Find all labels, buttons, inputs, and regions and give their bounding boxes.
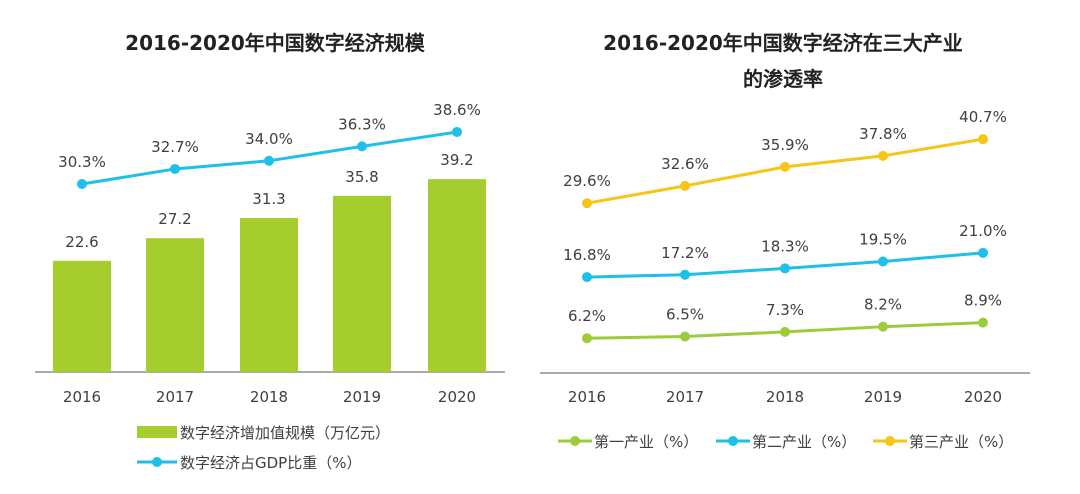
- line-point: [978, 317, 988, 328]
- bar-data-label: 22.6: [65, 233, 98, 251]
- legend-marker: [570, 436, 580, 446]
- line-data-label: 19.5%: [859, 230, 907, 248]
- line-data-label: 16.8%: [563, 246, 611, 264]
- line-point: [452, 126, 462, 137]
- line-data-label: 32.6%: [661, 155, 709, 173]
- x-tick-label: 2019: [343, 388, 381, 406]
- line-point: [878, 150, 888, 161]
- line-data-label: 35.9%: [761, 136, 809, 154]
- x-tick-label: 2018: [766, 388, 804, 406]
- bar: [146, 238, 204, 372]
- line-data-label: 38.6%: [433, 101, 481, 119]
- line-data-label: 40.7%: [959, 108, 1007, 126]
- line-data-label: 18.3%: [761, 237, 809, 255]
- line-data-label: 29.6%: [563, 172, 611, 190]
- line-point: [680, 180, 690, 191]
- bar: [428, 179, 486, 372]
- x-tick-label: 2018: [250, 388, 288, 406]
- x-tick-label: 2020: [438, 388, 476, 406]
- line-data-label: 6.5%: [666, 305, 704, 323]
- line-point: [680, 269, 690, 280]
- line-data-label: 36.3%: [338, 115, 386, 133]
- line-point: [978, 247, 988, 258]
- x-tick-label: 2020: [964, 388, 1002, 406]
- line-point: [357, 141, 367, 152]
- legend-line-label: 数字经济占GDP比重（%）: [180, 454, 361, 472]
- legend-label: 第二产业（%）: [752, 433, 856, 451]
- line-data-label: 37.8%: [859, 125, 907, 143]
- line-point: [582, 198, 592, 209]
- bar-data-label: 31.3: [252, 190, 285, 208]
- chart1-title: 2016-2020年中国数字经济规模: [125, 31, 426, 55]
- line-point: [780, 161, 790, 172]
- line-data-label: 32.7%: [151, 138, 199, 156]
- x-tick-label: 2017: [666, 388, 704, 406]
- line-data-label: 7.3%: [766, 301, 804, 319]
- bar-data-label: 27.2: [158, 210, 191, 228]
- line-point: [170, 163, 180, 174]
- bar-data-label: 35.8: [345, 168, 378, 186]
- legend-marker: [728, 436, 738, 446]
- legend-label: 第一产业（%）: [594, 433, 698, 451]
- chart2-title-line2: 的渗透率: [743, 67, 823, 91]
- bar: [333, 195, 391, 372]
- line-point: [582, 333, 592, 344]
- line-data-label: 17.2%: [661, 244, 709, 262]
- x-tick-label: 2016: [568, 388, 606, 406]
- line-data-label: 34.0%: [245, 130, 293, 148]
- line-point: [77, 179, 87, 189]
- line-data-label: 30.3%: [58, 153, 106, 171]
- bar-data-label: 39.2: [440, 151, 473, 169]
- bar: [53, 260, 111, 372]
- line-point: [680, 331, 690, 342]
- line-data-label: 8.2%: [864, 296, 902, 314]
- line-point: [780, 263, 790, 274]
- line-point: [878, 256, 888, 267]
- line-data-label: 21.0%: [959, 222, 1007, 240]
- line-point: [780, 326, 790, 337]
- x-tick-label: 2019: [864, 388, 902, 406]
- bar: [240, 218, 298, 372]
- line-data-label: 6.2%: [568, 307, 606, 325]
- line-point: [878, 321, 888, 332]
- legend-label: 第三产业（%）: [909, 433, 1013, 451]
- line-point: [978, 134, 988, 145]
- legend-line-marker: [152, 457, 162, 467]
- line-point: [264, 155, 274, 166]
- x-tick-label: 2016: [63, 388, 101, 406]
- x-tick-label: 2017: [156, 388, 194, 406]
- line-data-label: 8.9%: [964, 292, 1002, 310]
- legend-marker: [885, 436, 895, 446]
- legend-bar-label: 数字经济增加值规模（万亿元）: [180, 424, 390, 442]
- line-point: [582, 272, 592, 283]
- legend-bar-swatch: [137, 426, 177, 438]
- chart2-title-line1: 2016-2020年中国数字经济在三大产业: [603, 31, 963, 55]
